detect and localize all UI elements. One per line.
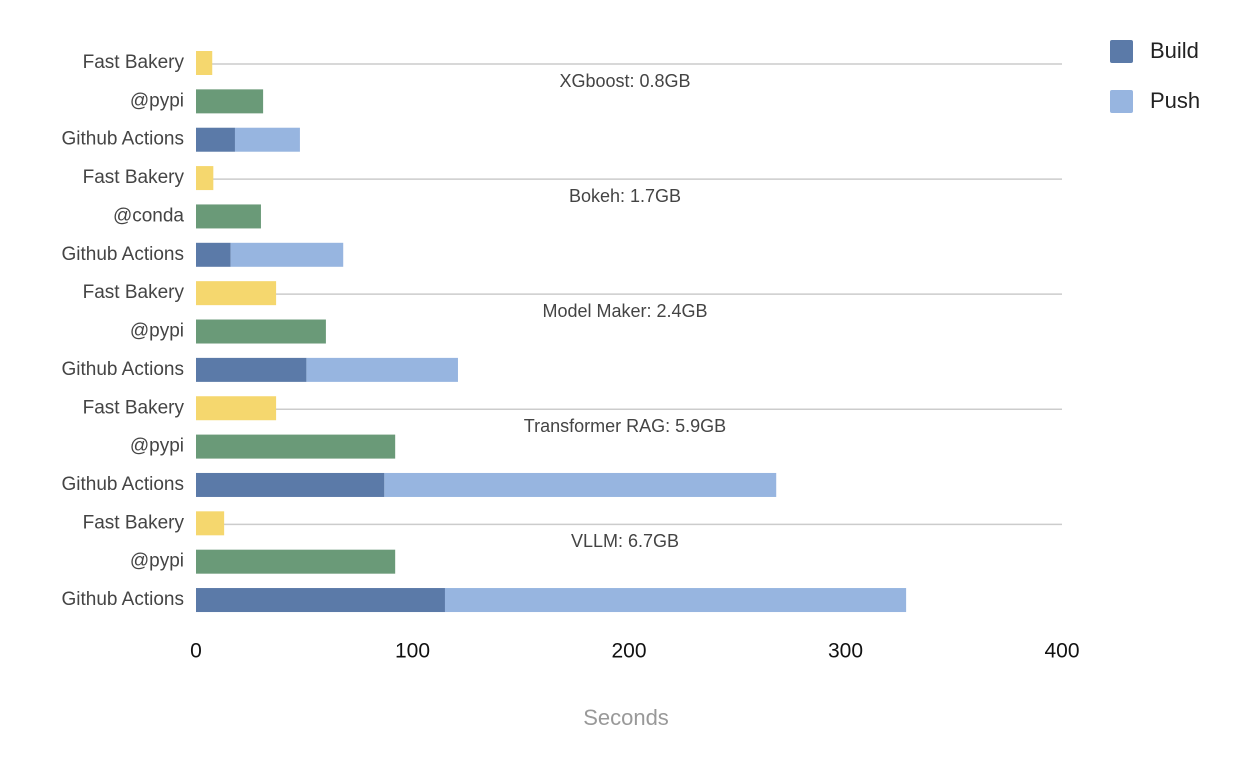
y-tick-label: @pypi <box>130 321 184 342</box>
group-label: VLLM: 6.7GB <box>571 531 679 551</box>
y-tick-label: Fast Bakery <box>83 397 185 418</box>
bar <box>196 281 277 306</box>
y-tick-label: Github Actions <box>61 474 184 495</box>
group-label: Model Maker: 2.4GB <box>542 301 707 321</box>
y-tick-label: Github Actions <box>61 129 184 150</box>
x-tick-label: 0 <box>190 640 202 663</box>
bar <box>196 51 213 75</box>
bar <box>230 242 344 267</box>
bar <box>196 357 307 382</box>
y-tick-label: Github Actions <box>61 589 184 610</box>
bar <box>384 472 777 497</box>
bar <box>196 434 396 459</box>
bar <box>444 588 907 613</box>
x-tick-label: 100 <box>395 640 430 663</box>
bar <box>196 511 225 536</box>
bar <box>196 472 385 497</box>
bar <box>196 396 277 421</box>
y-tick-label: @pypi <box>130 90 184 111</box>
bar <box>234 127 300 152</box>
x-tick-label: 200 <box>611 640 646 663</box>
bar <box>196 319 326 344</box>
bar <box>196 242 231 267</box>
y-tick-label: Fast Bakery <box>83 52 185 73</box>
legend-swatch <box>1110 90 1133 113</box>
y-tick-label: Github Actions <box>61 359 184 380</box>
legend-label: Push <box>1150 88 1200 113</box>
x-tick-label: 300 <box>828 640 863 663</box>
bar <box>196 127 235 152</box>
y-tick-label: Fast Bakery <box>83 282 185 303</box>
y-tick-label: @pypi <box>130 551 184 572</box>
y-tick-label: Fast Bakery <box>83 512 185 533</box>
group-label: Bokeh: 1.7GB <box>569 186 681 206</box>
y-tick-label: Github Actions <box>61 244 184 265</box>
bar <box>306 357 458 382</box>
bar <box>196 549 396 574</box>
bar <box>196 588 445 613</box>
y-tick-label: @pypi <box>130 436 184 457</box>
group-label: XGboost: 0.8GB <box>559 71 690 91</box>
group-label: Transformer RAG: 5.9GB <box>524 416 726 436</box>
x-tick-label: 400 <box>1044 640 1079 663</box>
legend-swatch <box>1110 40 1133 63</box>
legend-label: Build <box>1150 38 1199 63</box>
bar <box>196 89 264 114</box>
bar <box>196 166 214 191</box>
y-tick-label: Fast Bakery <box>83 167 185 188</box>
x-axis-label: Seconds <box>583 705 669 730</box>
bar <box>196 204 261 229</box>
y-tick-label: @conda <box>113 205 184 226</box>
